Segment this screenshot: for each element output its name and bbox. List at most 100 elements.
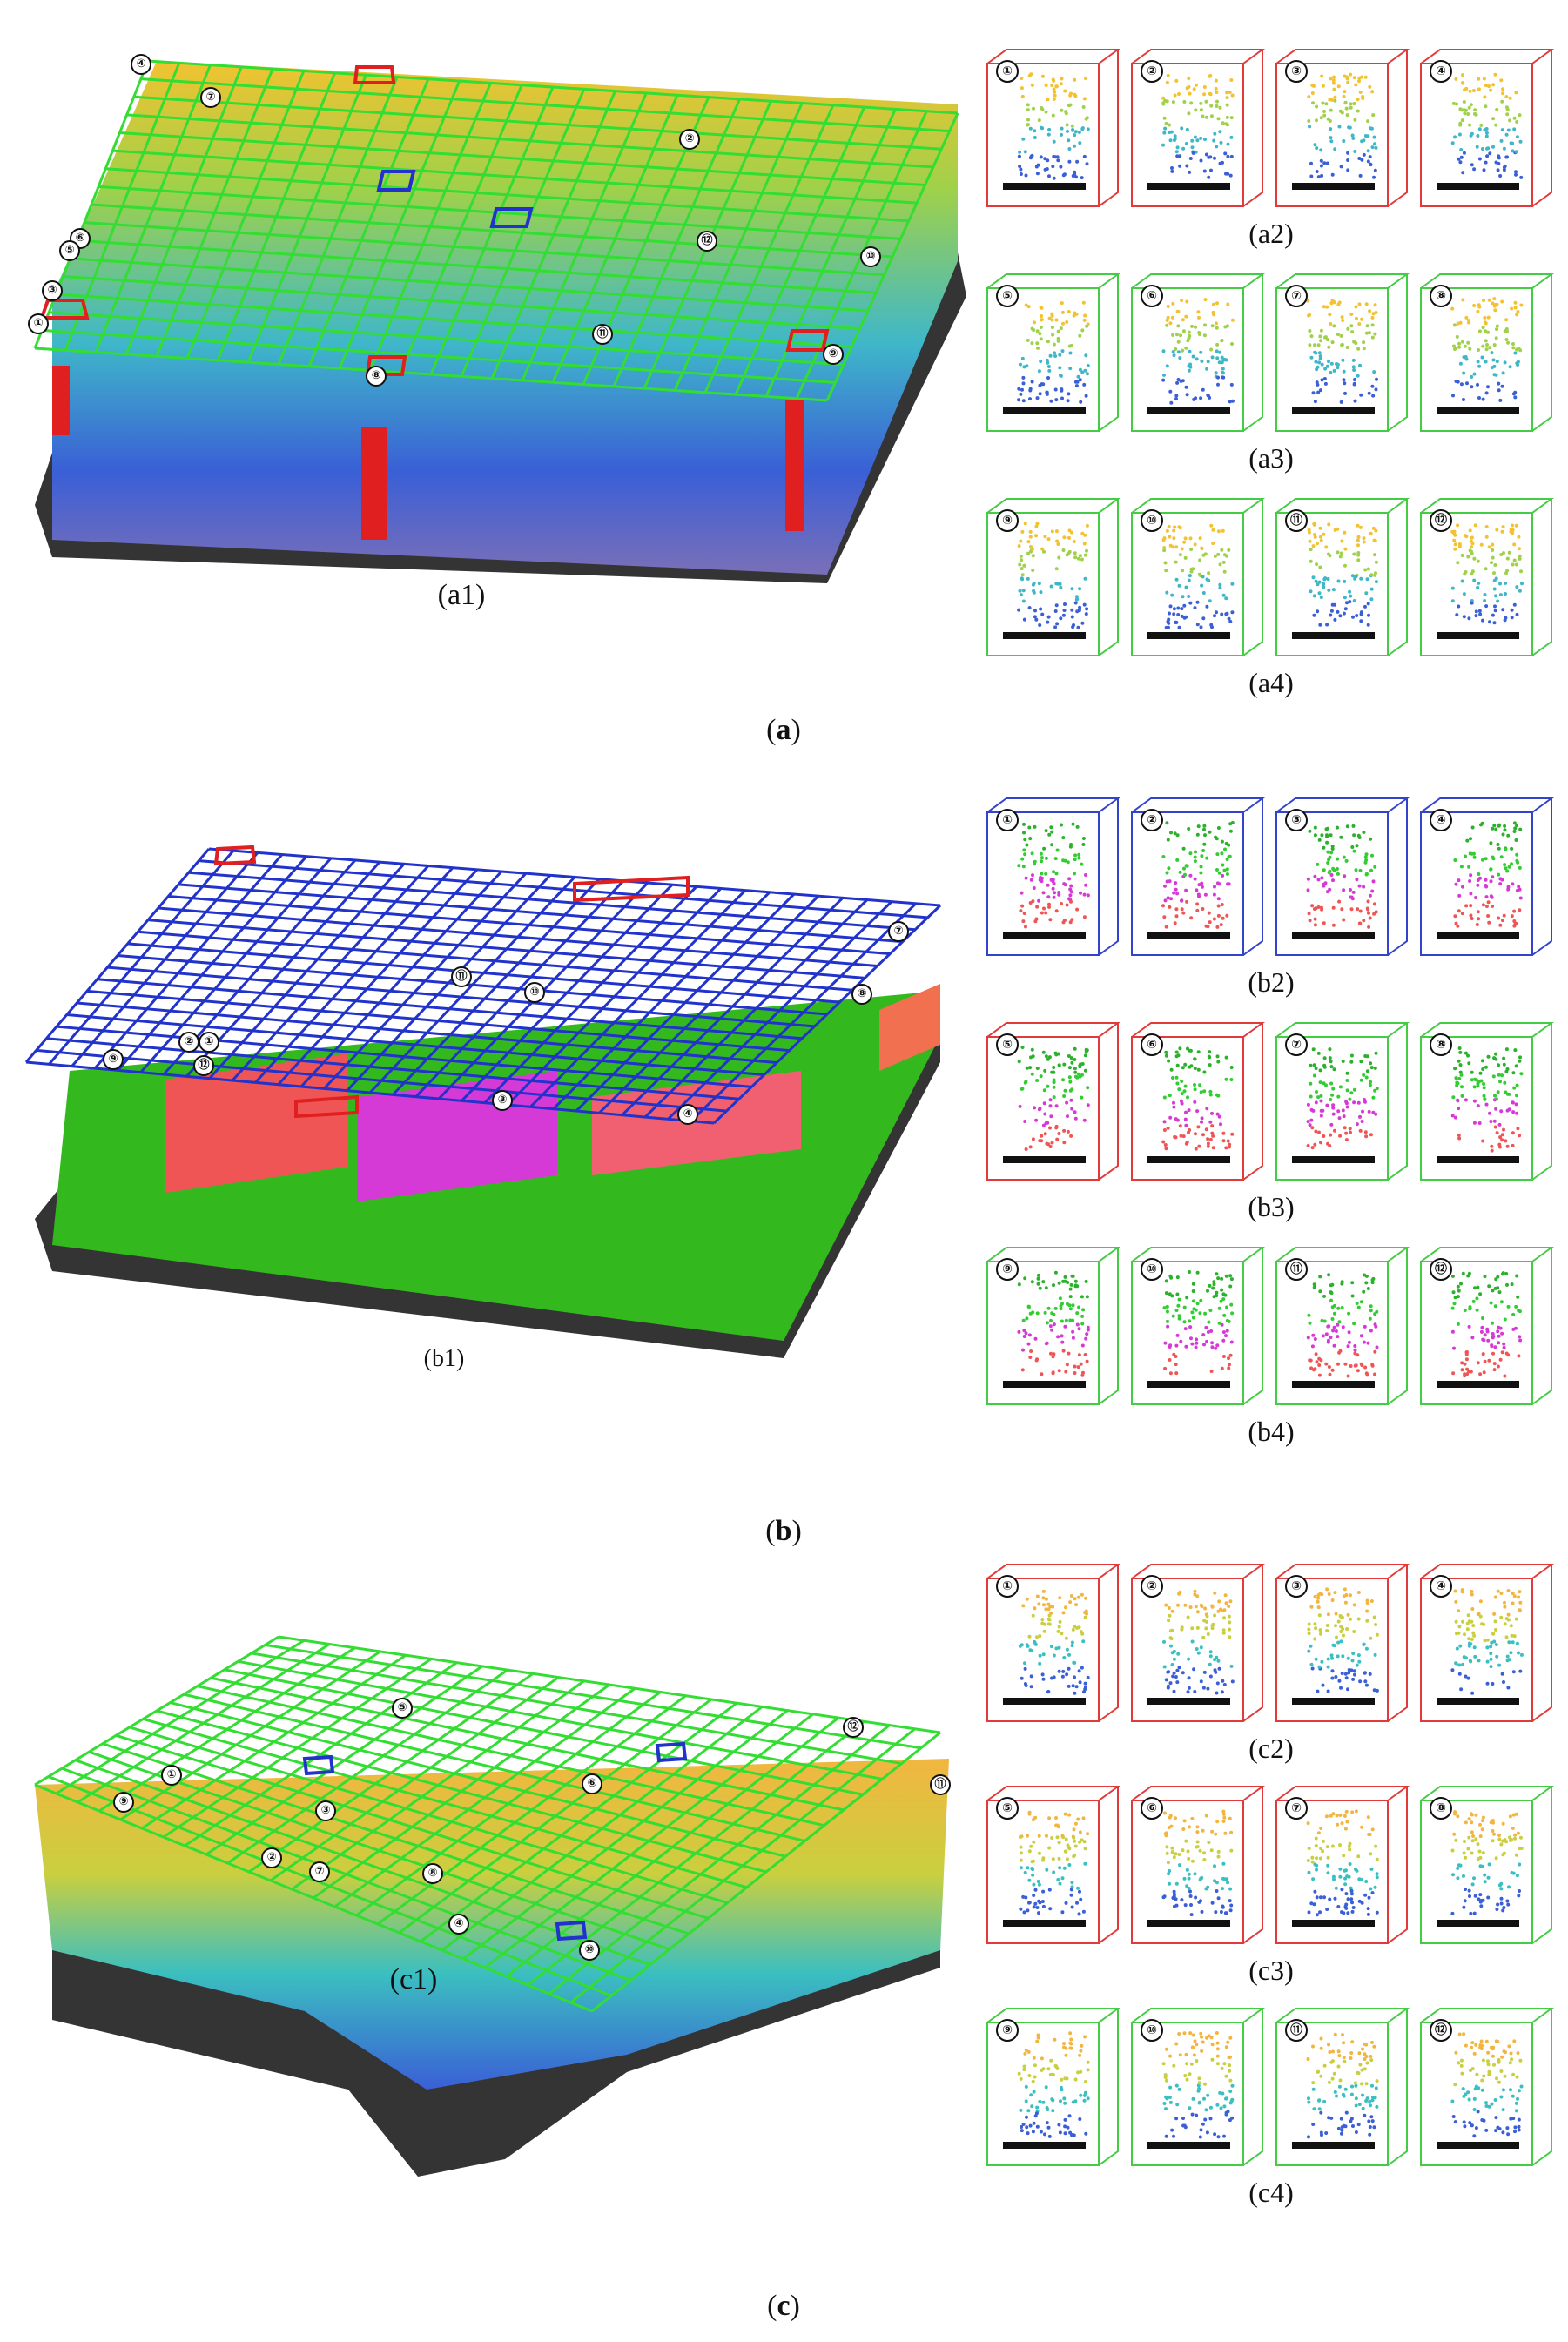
scene-marker: ② [261, 1847, 282, 1868]
thumbnail-number: ② [1141, 60, 1163, 83]
thumbnail-point-cloud [1275, 2008, 1410, 2166]
thumbnail-box: ⑧ [1417, 1021, 1557, 1183]
grid-line [84, 221, 885, 277]
thumbnail-point-cloud [1420, 2008, 1555, 2166]
scene-marker: ⑫ [697, 231, 717, 252]
thumbnail-number: ⑧ [1430, 1797, 1452, 1820]
thumbnail-point-cloud [1420, 273, 1555, 432]
grid-line [126, 113, 933, 169]
thumbnail-box: ① [984, 48, 1123, 210]
thumbnail-point-cloud [1131, 49, 1266, 207]
thumbnail-point-cloud [986, 1564, 1121, 1722]
scene-caption-a1: (a1) [437, 579, 486, 611]
grid-line [34, 1783, 593, 2013]
scene-c1-point-cloud [34, 1635, 949, 2177]
row-caption: (a4) [1248, 667, 1294, 698]
grid-line [107, 966, 815, 1028]
thumbnail-number: ③ [1285, 60, 1308, 83]
thumbnail-point-cloud [1131, 1564, 1266, 1722]
grid-line [119, 131, 925, 186]
scene-a1-point-cloud [33, 59, 966, 583]
thumbnail-number: ① [996, 60, 1019, 83]
row-caption: (b2) [1248, 966, 1295, 998]
scene-marker: ⑫ [843, 1717, 864, 1738]
thumbnail-box: ⑫ [1417, 2007, 1557, 2169]
thumbnail-point-cloud [1275, 1022, 1410, 1181]
thumbnail-box: ⑤ [984, 273, 1123, 434]
scene-b1-point-cloud [24, 845, 942, 1358]
panel-label-a: (a) [766, 714, 801, 746]
scene-marker: ③ [315, 1800, 336, 1821]
thumbnail-point-cloud [1131, 273, 1266, 432]
scene-marker: ⑧ [366, 366, 387, 387]
thumbnail-box: ⑤ [984, 1785, 1123, 1947]
grid-line [25, 1060, 715, 1125]
thumbnail-box: ② [1128, 48, 1268, 210]
grid-line [208, 847, 941, 907]
thumbnail-number: ⑩ [1141, 509, 1163, 532]
thumbnail-point-cloud [1275, 273, 1410, 432]
grid-line [42, 328, 836, 384]
grid-line [91, 203, 893, 259]
grid-line [88, 1750, 670, 1951]
grid-line [115, 1733, 709, 1920]
grid-line [112, 149, 918, 205]
thumbnail-number: ① [996, 1575, 1019, 1598]
thumbnail-box: ⑦ [1273, 1021, 1412, 1183]
thumbnail-number: ⑫ [1430, 509, 1452, 532]
scene-marker: ① [161, 1765, 182, 1786]
thumbnail-point-cloud [1275, 797, 1410, 956]
thumbnail-box: ③ [1273, 48, 1412, 210]
grid-line [66, 1013, 764, 1076]
scene-marker: ⑪ [930, 1774, 951, 1795]
thumbnail-number: ⑦ [1285, 1033, 1308, 1056]
grid-line [97, 978, 803, 1040]
thumbnail-point-cloud [1275, 498, 1410, 656]
thumbnail-point-cloud [986, 1786, 1121, 1944]
thumbnail-number: ⑥ [1141, 1033, 1163, 1056]
thumbnail-number: ⑦ [1285, 1797, 1308, 1820]
thumbnail-box: ④ [1417, 1563, 1557, 1725]
thumbnail-point-cloud [1131, 2008, 1266, 2166]
grid-line [129, 1726, 728, 1904]
scene-marker: ④ [131, 54, 151, 75]
thumbnail-point-cloud [1275, 49, 1410, 207]
grid-line [178, 883, 903, 944]
row-caption: (b4) [1248, 1416, 1295, 1447]
grid-line [138, 930, 853, 992]
thumbnail-box: ③ [1273, 797, 1412, 959]
thumbnail-number: ⑤ [996, 1033, 1019, 1056]
grid-line [199, 859, 928, 919]
grid-line [70, 257, 868, 313]
thumbnail-point-cloud [1275, 1564, 1410, 1722]
scene-marker: ⑤ [59, 240, 80, 261]
thumbnail-number: ⑨ [996, 2019, 1019, 2042]
thumbnail-box: ⑩ [1128, 2007, 1268, 2169]
grid-line [210, 1676, 845, 1812]
thumbnail-number: ⑪ [1285, 2019, 1308, 2042]
scene-marker: ① [199, 1032, 219, 1053]
thumbnail-box: ⑥ [1128, 273, 1268, 434]
thumbnail-box: ⑫ [1417, 1246, 1557, 1408]
scene-marker: ④ [677, 1104, 698, 1125]
row-caption: (c3) [1248, 1955, 1294, 1986]
thumbnail-number: ④ [1430, 809, 1452, 831]
scene-marker: ⑦ [200, 87, 221, 108]
grid-line [117, 954, 828, 1016]
grid-line [61, 1767, 631, 1982]
scene-marker: ⑫ [193, 1055, 214, 1076]
thumbnail-point-cloud [1420, 1786, 1555, 1944]
thumbnail-number: ⑫ [1430, 2019, 1452, 2042]
panel-label-c: (c) [767, 2290, 800, 2322]
grid-line [77, 239, 877, 294]
thumbnail-point-cloud [1420, 498, 1555, 656]
thumbnail-point-cloud [1420, 1564, 1555, 1722]
thumbnail-number: ⑤ [996, 1797, 1019, 1820]
thumbnail-box: ⑩ [1128, 1246, 1268, 1408]
thumbnail-number: ③ [1285, 1575, 1308, 1598]
thumbnail-point-cloud [1275, 1247, 1410, 1405]
thumbnail-point-cloud [986, 273, 1121, 432]
scene-marker: ⑨ [103, 1049, 124, 1070]
row-caption: (a2) [1248, 218, 1294, 249]
scene-marker: ⑨ [113, 1792, 134, 1813]
